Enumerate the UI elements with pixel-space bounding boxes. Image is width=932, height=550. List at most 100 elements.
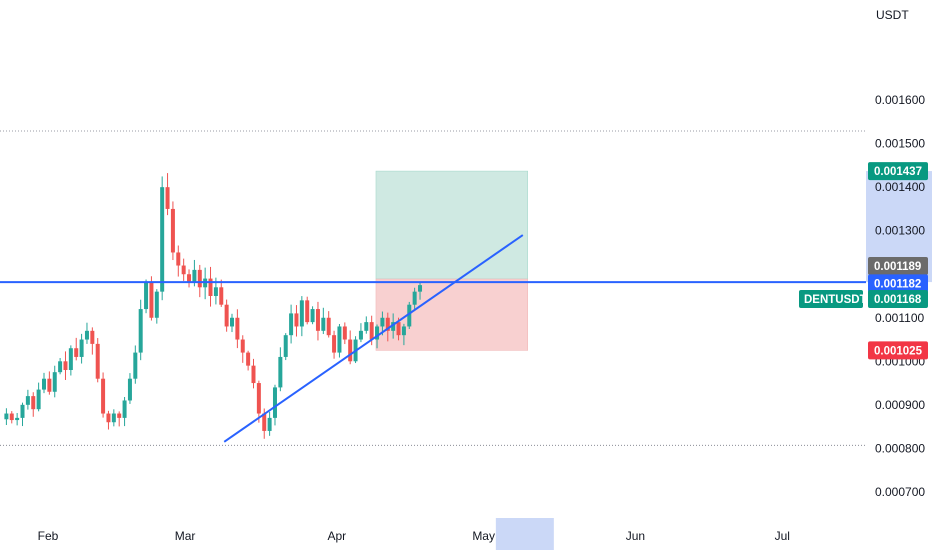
stop-loss-tag: 0.001025: [868, 341, 928, 360]
candle: [348, 330, 353, 365]
symbol-tag: DENTUSDT: [799, 290, 867, 309]
candle: [235, 309, 240, 349]
take-profit-tag: 0.001437: [868, 162, 928, 181]
time-axis-range-highlight: [495, 518, 554, 550]
trendline[interactable]: [223, 234, 524, 443]
candle: [294, 305, 299, 337]
candle: [337, 323, 342, 358]
time-tick-4: Jun: [626, 529, 645, 543]
svg-text:0.001189: 0.001189: [874, 261, 921, 273]
svg-text:0.001182: 0.001182: [874, 278, 921, 290]
currency-label: USDT: [876, 8, 909, 22]
candle: [31, 392, 36, 417]
candle: [305, 296, 310, 325]
candle: [208, 266, 213, 307]
candle: [58, 358, 63, 375]
candle: [127, 373, 132, 404]
candlestick-series: [4, 173, 423, 439]
time-tick-5: Jul: [775, 529, 790, 543]
candle: [154, 289, 159, 324]
price-tick-3: 0.001300: [875, 224, 925, 238]
price-tick-7: 0.000800: [875, 441, 925, 455]
candle: [25, 389, 30, 410]
candle: [84, 322, 89, 344]
candle: [310, 306, 315, 325]
candle: [251, 358, 256, 389]
candle: [299, 296, 304, 337]
time-tick-3: May: [472, 529, 495, 543]
price-tick-6: 0.000900: [875, 398, 925, 412]
candle: [36, 382, 41, 412]
price-tick-8: 0.000700: [875, 485, 925, 499]
candle: [197, 264, 202, 298]
price-tick-2: 0.001400: [875, 180, 925, 194]
candle: [272, 384, 277, 426]
candle: [117, 411, 122, 427]
candle: [170, 201, 175, 261]
candle: [267, 411, 272, 436]
candle: [224, 299, 229, 332]
candle: [289, 304, 294, 344]
candle: [4, 408, 9, 426]
svg-text:0.001168: 0.001168: [874, 294, 922, 306]
candle: [90, 327, 95, 355]
candle: [278, 347, 283, 392]
candle: [326, 311, 331, 338]
candle: [176, 245, 181, 277]
candle: [111, 409, 116, 427]
candle: [106, 410, 111, 430]
candle: [315, 301, 320, 341]
svg-text:DENTUSDT: DENTUSDT: [804, 294, 867, 306]
price-tick-0: 0.001600: [875, 93, 925, 107]
candle: [418, 282, 423, 300]
candle: [101, 372, 106, 418]
horizontal-line-price-tag: 0.001182: [868, 274, 928, 293]
price-tick-1: 0.001500: [875, 137, 925, 151]
time-tick-1: Mar: [175, 529, 196, 543]
time-tick-0: Feb: [38, 529, 59, 543]
candle: [52, 365, 57, 398]
candle: [149, 276, 154, 321]
candle: [230, 313, 235, 333]
svg-text:0.001437: 0.001437: [874, 166, 922, 178]
candle: [133, 345, 138, 384]
candle: [63, 351, 68, 380]
candle: [187, 269, 192, 288]
candle: [68, 345, 73, 376]
candle: [407, 301, 412, 329]
candle: [256, 380, 261, 423]
candle: [47, 371, 52, 395]
candle: [412, 287, 417, 310]
candle: [15, 413, 20, 426]
candle: [74, 337, 79, 361]
time-axis-ticks: Feb Mar Apr May Jun Jul: [38, 529, 790, 543]
candle: [332, 330, 337, 359]
candle: [79, 333, 84, 364]
candle: [181, 258, 186, 281]
candle: [358, 323, 363, 343]
long-position-loss-zone[interactable]: [375, 278, 528, 351]
candle: [41, 372, 46, 394]
candle: [219, 279, 224, 307]
svg-text:0.001025: 0.001025: [874, 345, 923, 357]
long-position-profit-zone[interactable]: [375, 170, 528, 280]
candle: [321, 307, 326, 335]
candle: [9, 411, 14, 424]
price-tick-4: 0.001100: [875, 311, 924, 325]
candle: [283, 333, 288, 361]
candle: [246, 350, 251, 371]
candle: [20, 402, 25, 427]
candle: [342, 322, 347, 345]
candle: [138, 299, 143, 361]
dotted-price-levels: [0, 130, 866, 446]
candle: [240, 335, 245, 363]
candle: [160, 176, 165, 301]
candle: [401, 323, 406, 346]
candle: [364, 316, 369, 334]
candle: [95, 338, 100, 383]
entry-price-tag: 0.001189: [868, 256, 928, 275]
candle: [165, 173, 170, 216]
candle: [144, 279, 149, 314]
time-tick-2: Apr: [327, 529, 346, 543]
